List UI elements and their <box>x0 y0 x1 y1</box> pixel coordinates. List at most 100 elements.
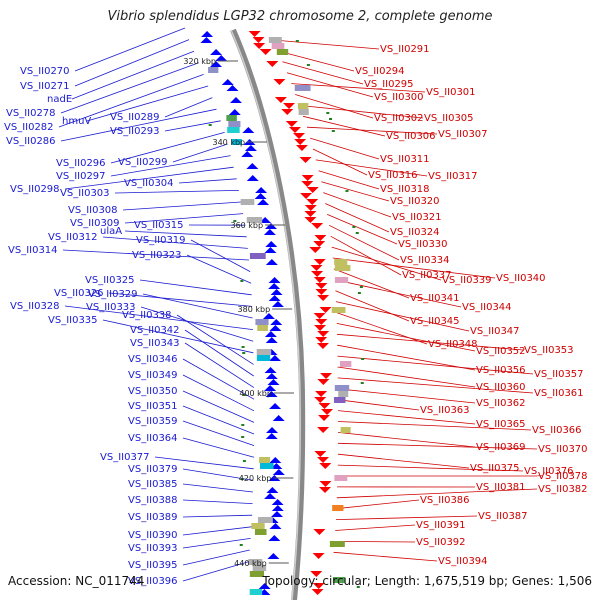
right-gene-label[interactable]: VS_II0356 <box>476 365 526 376</box>
right-gene-label[interactable]: VS_II0337 <box>402 270 452 281</box>
left-gene-label[interactable]: hmuV <box>62 116 91 127</box>
left-gene-label[interactable]: VS_II0278 <box>6 108 56 119</box>
left-gene-label[interactable]: VS_II0342 <box>130 325 180 336</box>
right-gene-label[interactable]: VS_II0394 <box>438 556 488 567</box>
forward-strand-feature <box>317 379 330 385</box>
right-gene-label[interactable]: VS_II0357 <box>534 369 584 380</box>
left-gene-label[interactable]: VS_II0388 <box>128 495 178 506</box>
left-gene-label[interactable]: VS_II0326 <box>54 288 104 299</box>
left-gene-label[interactable]: VS_II0393 <box>128 543 178 554</box>
left-gene-label[interactable]: VS_II0396 <box>128 576 178 587</box>
right-gene-label[interactable]: VS_II0361 <box>534 388 584 399</box>
right-gene-label[interactable]: VS_II0340 <box>496 273 546 284</box>
left-leader-line <box>58 74 204 128</box>
right-gene-label[interactable]: VS_II0362 <box>476 398 526 409</box>
left-gene-label[interactable]: VS_II0309 <box>70 218 120 229</box>
left-gene-label[interactable]: VS_II0312 <box>48 232 98 243</box>
left-gene-label[interactable]: VS_II0303 <box>60 188 110 199</box>
right-gene-label[interactable]: VS_II0378 <box>538 471 588 482</box>
left-gene-label[interactable]: VS_II0390 <box>128 530 178 541</box>
right-gene-label[interactable]: VS_II0321 <box>392 212 442 223</box>
right-gene-label[interactable]: VS_II0305 <box>424 113 474 124</box>
left-gene-label[interactable]: VS_II0359 <box>128 416 178 427</box>
right-gene-label[interactable]: VS_II0387 <box>478 511 528 522</box>
right-gene-label[interactable]: VS_II0375 <box>470 463 520 474</box>
right-gene-label[interactable]: VS_II0306 <box>386 131 436 142</box>
left-gene-label[interactable]: VS_II0328 <box>10 301 60 312</box>
right-gene-label[interactable]: VS_II0330 <box>398 239 448 250</box>
right-gene-label[interactable]: VS_II0376 <box>524 466 574 477</box>
right-gene-label[interactable]: VS_II0353 <box>524 345 574 356</box>
left-gene-label[interactable]: VS_II0286 <box>6 136 56 147</box>
left-gene-label[interactable]: VS_II0289 <box>110 112 160 123</box>
right-gene-label[interactable]: VS_II0324 <box>390 227 440 238</box>
right-gene-label[interactable]: VS_II0294 <box>355 66 405 77</box>
right-gene-label[interactable]: VS_II0295 <box>364 79 414 90</box>
right-gene-label[interactable]: VS_II0348 <box>428 339 478 350</box>
forward-strand-feature <box>315 391 328 397</box>
right-gene-label[interactable]: VS_II0317 <box>428 171 478 182</box>
left-gene-label[interactable]: VS_II0271 <box>20 81 70 92</box>
right-gene-label[interactable]: VS_II0352 <box>476 346 526 357</box>
left-gene-label[interactable]: nadE <box>47 94 72 105</box>
left-gene-label[interactable]: VS_II0351 <box>128 401 178 412</box>
right-gene-label[interactable]: VS_II0366 <box>532 425 582 436</box>
left-gene-label[interactable]: VS_II0389 <box>128 512 178 523</box>
left-gene-label[interactable]: VS_II0364 <box>128 433 178 444</box>
left-gene-label[interactable]: VS_II0395 <box>128 560 178 571</box>
left-gene-label[interactable]: VS_II0315 <box>134 220 184 231</box>
left-gene-label[interactable]: VS_II0343 <box>130 338 180 349</box>
left-gene-label[interactable]: VS_II0349 <box>128 370 178 381</box>
right-gene-label[interactable]: VS_II0386 <box>420 495 470 506</box>
right-gene-label[interactable]: VS_II0369 <box>476 442 526 453</box>
left-gene-label[interactable]: VS_II0293 <box>110 126 160 137</box>
left-gene-label[interactable]: VS_II0297 <box>56 171 106 182</box>
left-gene-label[interactable]: VS_II0377 <box>100 452 150 463</box>
right-gene-label[interactable]: VS_II0345 <box>410 316 460 327</box>
right-gene-label[interactable]: VS_II0316 <box>368 170 418 181</box>
right-gene-label[interactable]: VS_II0291 <box>380 44 430 55</box>
right-gene-label[interactable]: VS_II0365 <box>476 419 526 430</box>
right-gene-label[interactable]: VS_II0300 <box>374 92 424 103</box>
right-gene-label[interactable]: VS_II0311 <box>380 154 430 165</box>
left-gene-label[interactable]: VS_II0296 <box>56 158 106 169</box>
right-gene-label[interactable]: VS_II0360 <box>476 382 526 393</box>
right-gene-label[interactable]: VS_II0392 <box>416 537 466 548</box>
left-gene-label[interactable]: VS_II0282 <box>4 122 54 133</box>
left-gene-label[interactable]: VS_II0385 <box>128 479 178 490</box>
left-gene-label[interactable]: VS_II0298 <box>10 184 60 195</box>
left-gene-label[interactable]: VS_II0270 <box>20 66 70 77</box>
left-gene-label[interactable]: VS_II0299 <box>118 157 168 168</box>
left-gene-label[interactable]: VS_II0308 <box>68 205 118 216</box>
right-gene-label[interactable]: VS_II0339 <box>442 275 492 286</box>
right-gene-label[interactable]: VS_II0363 <box>420 405 470 416</box>
right-gene-label[interactable]: VS_II0382 <box>538 484 588 495</box>
left-gene-label[interactable]: ulaA <box>100 226 122 237</box>
left-gene-label[interactable]: VS_II0350 <box>128 386 178 397</box>
right-gene-label[interactable]: VS_II0381 <box>476 482 526 493</box>
right-gene-label[interactable]: VS_II0370 <box>538 444 588 455</box>
right-gene-label[interactable]: VS_II0307 <box>438 129 488 140</box>
right-gene-label[interactable]: VS_II0341 <box>410 293 460 304</box>
left-gene-label[interactable]: VS_II0329 <box>88 289 138 300</box>
left-gene-label[interactable]: VS_II0323 <box>132 250 182 261</box>
right-gene-label[interactable]: VS_II0344 <box>462 302 512 313</box>
right-gene-label[interactable]: VS_II0320 <box>390 196 440 207</box>
left-leader-line <box>86 85 209 122</box>
left-gene-label[interactable]: VS_II0314 <box>8 245 58 256</box>
left-gene-label[interactable]: VS_II0338 <box>122 310 172 321</box>
right-gene-label[interactable]: VS_II0347 <box>470 326 520 337</box>
right-gene-label[interactable]: VS_II0301 <box>426 87 476 98</box>
right-gene-label[interactable]: VS_II0334 <box>400 255 450 266</box>
left-gene-label[interactable]: VS_II0346 <box>128 354 178 365</box>
left-gene-label[interactable]: VS_II0319 <box>136 235 186 246</box>
right-gene-label[interactable]: VS_II0302 <box>374 113 424 124</box>
right-gene-label[interactable]: VS_II0391 <box>416 520 466 531</box>
left-gene-label[interactable]: VS_II0333 <box>86 302 136 313</box>
right-gene-label[interactable]: VS_II0318 <box>380 184 430 195</box>
left-gene-label[interactable]: VS_II0379 <box>128 464 178 475</box>
left-gene-label[interactable]: VS_II0304 <box>124 178 174 189</box>
reverse-strand-feature <box>258 583 271 589</box>
left-gene-label[interactable]: VS_II0325 <box>85 275 135 286</box>
left-gene-label[interactable]: VS_II0335 <box>48 315 98 326</box>
